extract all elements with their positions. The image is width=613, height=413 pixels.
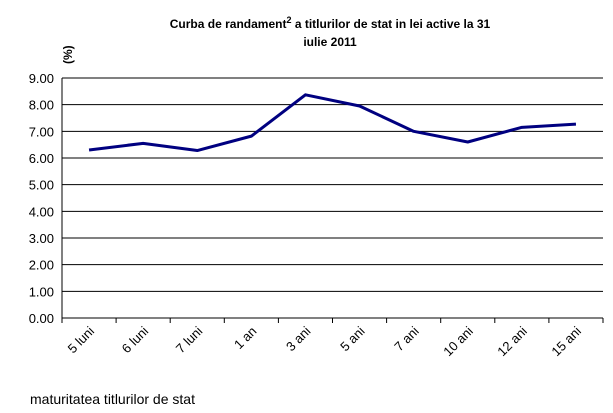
y-tick-label: 7.00 [29, 124, 54, 139]
x-tick-label: 7 ani [391, 323, 422, 354]
y-tick-label: 4.00 [29, 204, 54, 219]
chart-title-line2: iulie 2011 [303, 35, 357, 49]
y-axis-label: (%) [61, 45, 75, 64]
y-tick-label: 5.00 [29, 178, 54, 193]
title-part: Curba de randament [170, 17, 287, 31]
chart-title: Curba de randament2 a titlurilor de stat… [170, 15, 491, 31]
x-tick-label: 5 luni [65, 323, 98, 356]
x-tick-label: 7 luni [173, 323, 206, 356]
title-superscript: 2 [286, 15, 291, 25]
y-tick-label: 2.00 [29, 258, 54, 273]
x-tick-label: 1 an [231, 324, 260, 353]
x-axis-label: maturitatea titlurilor de stat [30, 391, 195, 407]
x-tick-label: 15 ani [548, 323, 584, 359]
x-tick-label: 10 ani [440, 323, 476, 359]
x-tick-label: 3 ani [283, 323, 314, 354]
y-tick-label: 1.00 [29, 284, 54, 299]
y-tick-label: 0.00 [29, 311, 54, 326]
x-tick-label: 12 ani [494, 323, 530, 359]
y-tick-label: 3.00 [29, 231, 54, 246]
y-tick-label: 8.00 [29, 98, 54, 113]
series-line [88, 93, 577, 153]
title-part: a titlurilor de stat in lei active la 31 [291, 17, 490, 31]
x-tick-label: 6 luni [119, 323, 152, 356]
y-tick-label: 9.00 [29, 71, 54, 86]
y-tick-label: 6.00 [29, 151, 54, 166]
x-tick-label: 5 ani [337, 323, 368, 354]
